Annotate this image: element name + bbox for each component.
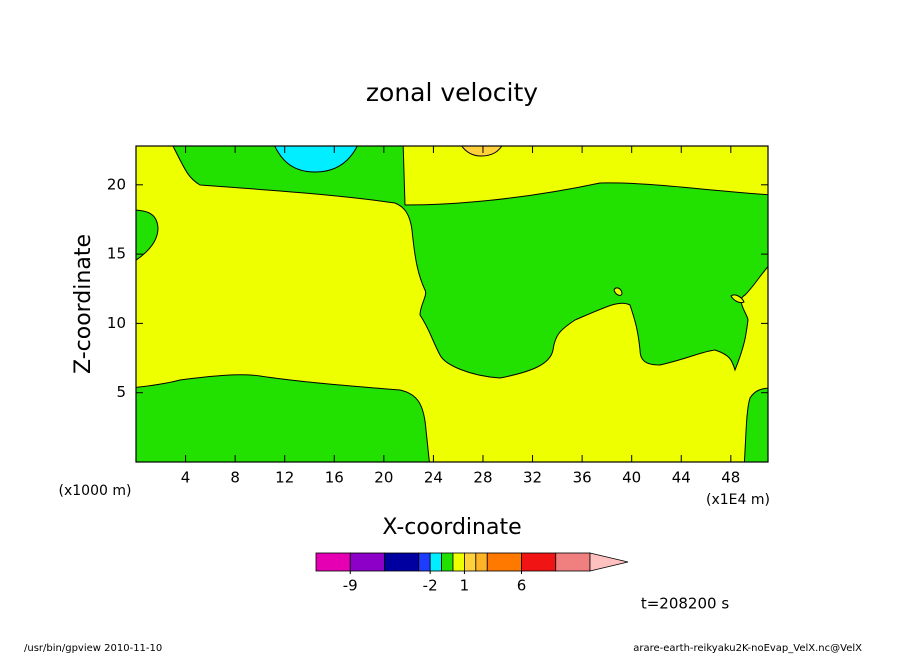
- colorbar-tick-label: -9: [343, 577, 358, 595]
- contour-region: [743, 387, 768, 462]
- x-axis-label: X-coordinate: [382, 515, 521, 540]
- x-tick-label: 40: [622, 469, 641, 487]
- contour-region: [613, 287, 623, 296]
- contour-region: [136, 374, 430, 462]
- colorbar-segment: [464, 552, 477, 572]
- x-tick-label: 48: [721, 469, 740, 487]
- y-tick-label: 20: [107, 175, 126, 193]
- x-unit: (x1E4 m): [706, 492, 770, 508]
- colorbar-tick-label: -2: [423, 577, 438, 595]
- x-tick-label: 20: [374, 469, 393, 487]
- x-tick-label: 16: [325, 469, 344, 487]
- y-tick-label: 10: [107, 314, 126, 332]
- colorbar-segment: [418, 552, 431, 572]
- x-tick-label: 24: [424, 469, 443, 487]
- colorbar-segment: [384, 552, 420, 572]
- contour-region: [172, 146, 768, 379]
- colorbar-segment: [555, 552, 591, 572]
- x-tick-label: 28: [473, 469, 492, 487]
- x-tick-label: 8: [230, 469, 240, 487]
- y-tick-label: 15: [107, 245, 126, 263]
- x-tick-label: 4: [181, 469, 191, 487]
- colorbar-segment: [349, 552, 385, 572]
- annotation: t=208200 s: [641, 595, 729, 613]
- contour-region: [730, 294, 745, 304]
- colorbar-tick-label: 6: [517, 577, 527, 595]
- colorbar-segment: [486, 552, 522, 572]
- y-tick-label: 5: [116, 383, 126, 401]
- colorbar-segment: [521, 552, 557, 572]
- footer-right: arare-earth-reikyaku2K-noEvap_VelX.nc@Ve…: [633, 643, 862, 654]
- x-tick-label: 32: [523, 469, 542, 487]
- plot-frame: [135, 145, 769, 463]
- contour-region: [136, 209, 159, 261]
- colorbar-tick-label: 1: [460, 577, 470, 595]
- colorbar-segment: [441, 552, 454, 572]
- x-tick-label: 12: [275, 469, 294, 487]
- colorbar-segment: [315, 552, 351, 572]
- contour-region: [461, 146, 503, 157]
- contour-region: [274, 146, 358, 173]
- colorbar-segment: [475, 552, 488, 572]
- chart-title: zonal velocity: [366, 78, 538, 107]
- y-axis-label: Z-coordinate: [71, 234, 96, 374]
- x-tick-label: 44: [672, 469, 691, 487]
- x-tick-label: 36: [573, 469, 592, 487]
- colorbar-extension: [589, 552, 629, 572]
- colorbar-segment: [452, 552, 465, 572]
- footer-left: /usr/bin/gpview 2010-11-10: [24, 643, 162, 654]
- colorbar-segment: [429, 552, 442, 572]
- y-unit: (x1000 m): [59, 483, 132, 499]
- contour-field: [136, 146, 768, 462]
